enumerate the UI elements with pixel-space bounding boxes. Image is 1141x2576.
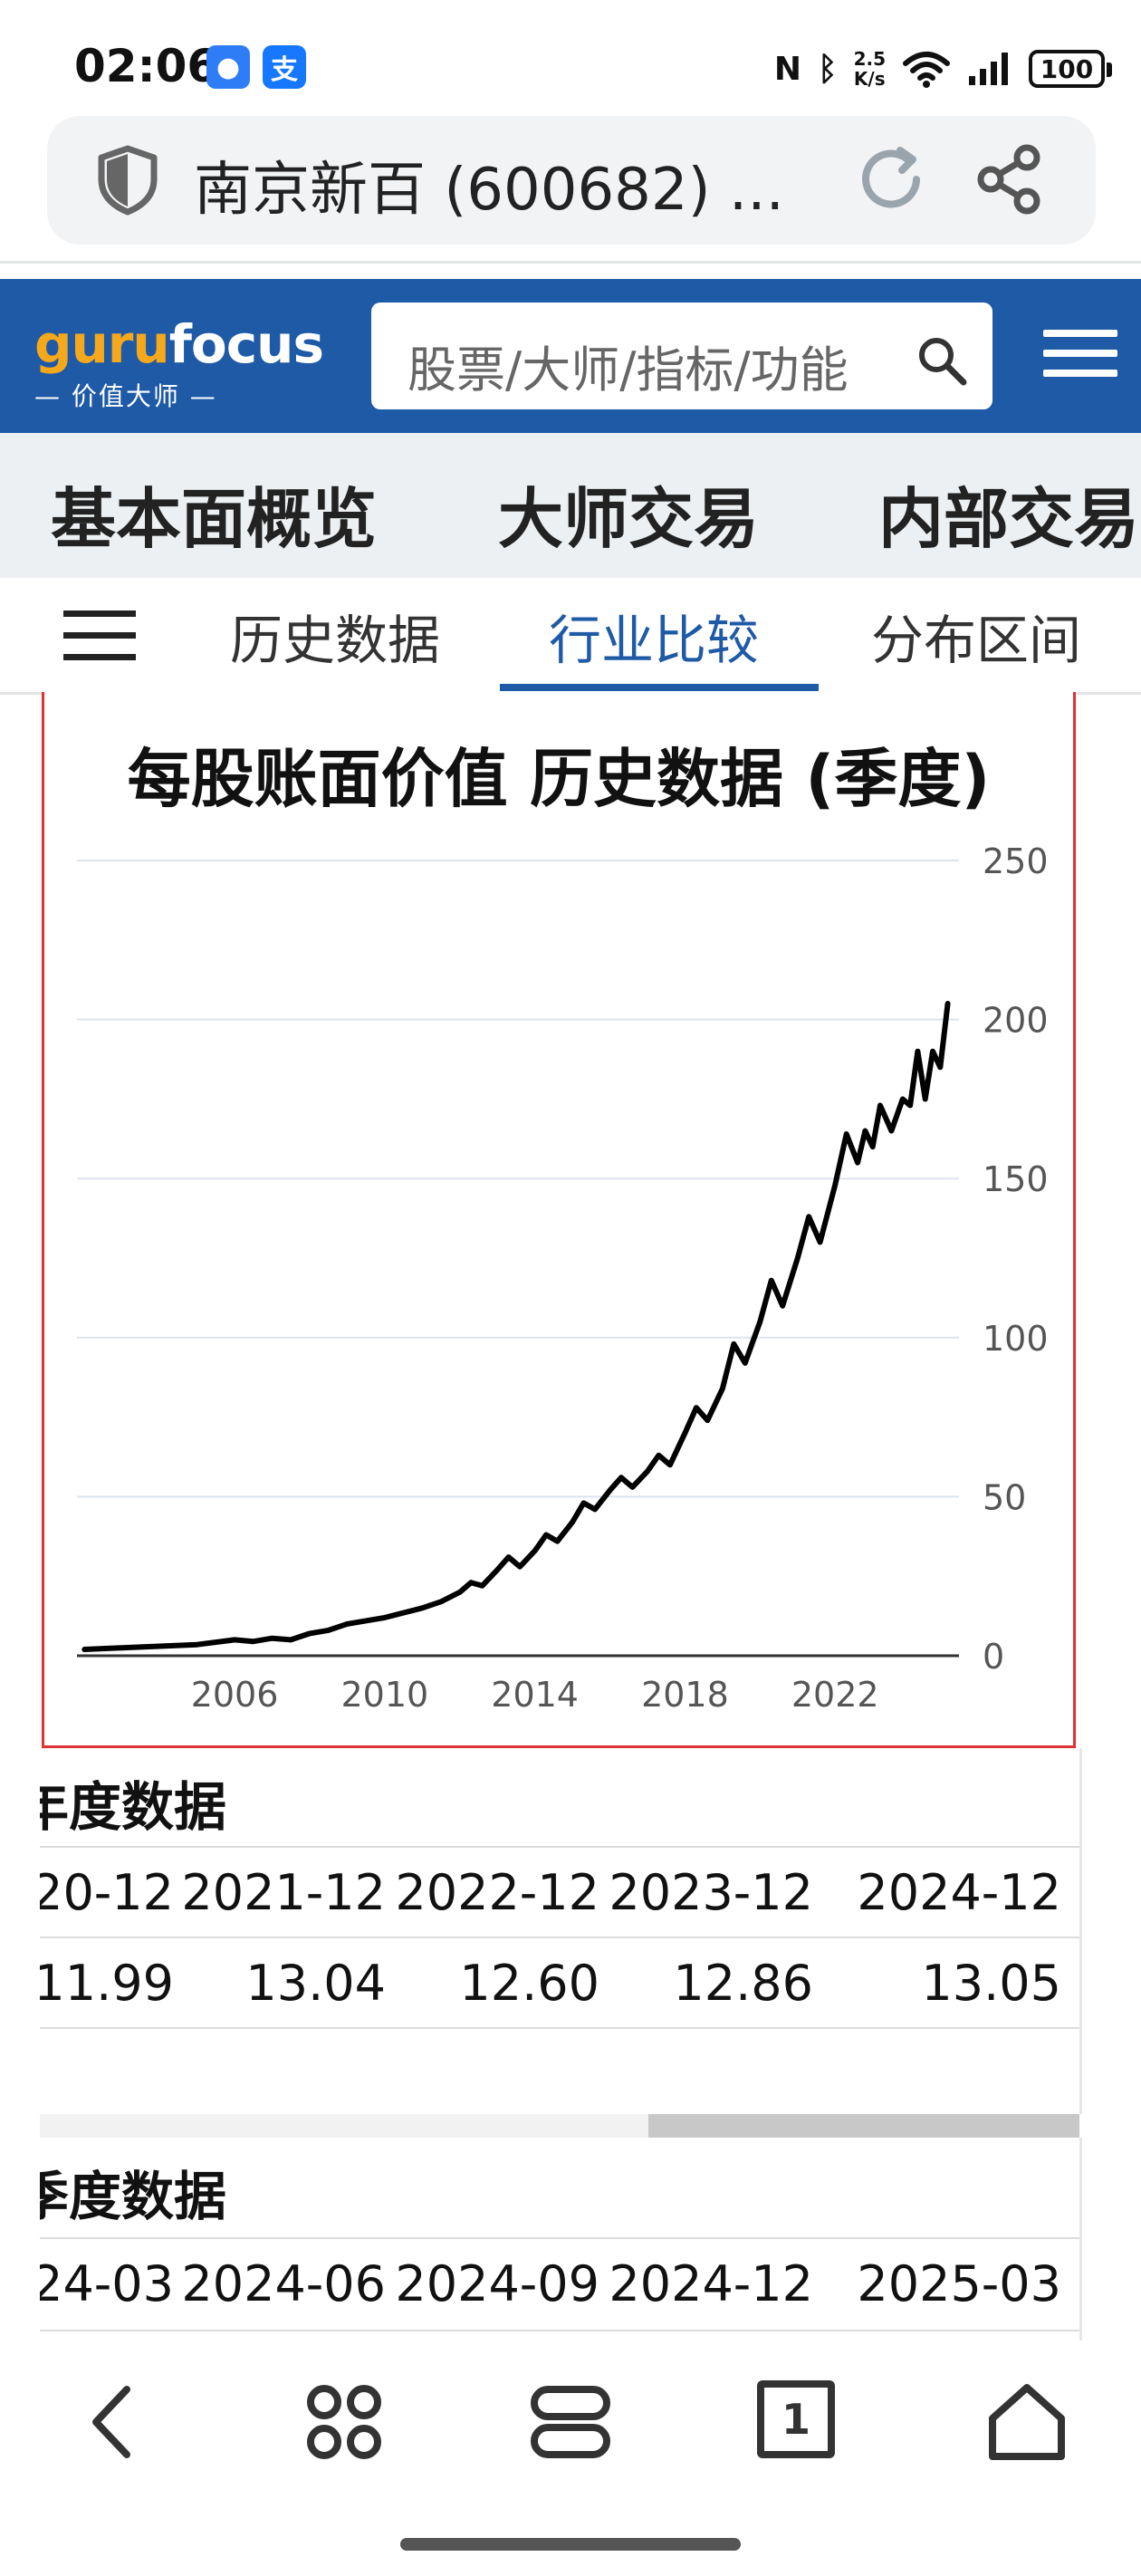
table-header-cell: 2024-12 bbox=[857, 1864, 1061, 1921]
home-indicator bbox=[400, 2538, 741, 2551]
table-header-cell: 2024-12 bbox=[609, 2255, 813, 2312]
address-bar[interactable]: 南京新百 (600682) ... bbox=[47, 116, 1096, 245]
table-header-cell: 2023-12 bbox=[609, 1864, 813, 1921]
tab-count-button[interactable]: 1 bbox=[757, 2380, 835, 2458]
site-header: gurufocus — 价值大师 — 股票/大师/指标/功能 bbox=[0, 279, 1141, 433]
gurufocus-logo[interactable]: gurufocus — 价值大师 — bbox=[34, 313, 324, 411]
status-icons: N ᛒ 2.5 K/s 100 bbox=[773, 42, 1112, 96]
nav-item-overview[interactable]: 基本面概览 bbox=[51, 481, 378, 557]
main-nav: 基本面概览 大师交易 内部交易 bbox=[0, 433, 1141, 578]
status-bar: 02:06 ● 支 N ᛒ 2.5 K/s 100 bbox=[0, 0, 1141, 109]
table-cell: 12.86 bbox=[673, 1955, 813, 2012]
nav-item-insider-trades[interactable]: 内部交易 bbox=[878, 481, 1140, 557]
table-cell: 13.05 bbox=[921, 1955, 1061, 2012]
annual-value-row: 11.99 13.04 12.60 12.86 13.05 bbox=[40, 1937, 1079, 2029]
tab-industry-compare[interactable]: 行业比较 bbox=[549, 610, 760, 671]
hamburger-menu-icon[interactable] bbox=[1043, 330, 1117, 389]
bluetooth-icon: ᛒ bbox=[817, 50, 838, 88]
annual-data-section: 年度数据 2020-12 2021-12 2022-12 2023-12 202… bbox=[40, 1748, 1082, 2114]
table-header-cell: 2021-12 bbox=[181, 1864, 386, 1921]
quarterly-header-row: 2024-03 2024-06 2024-09 2024-12 2025-03 bbox=[40, 2237, 1079, 2330]
message-app-icon: ● bbox=[206, 45, 250, 89]
y-tick-label: 100 bbox=[983, 1319, 1049, 1359]
refresh-icon[interactable] bbox=[853, 141, 929, 217]
back-icon[interactable] bbox=[82, 2377, 145, 2467]
series-line bbox=[82, 1001, 951, 1652]
y-tick-label: 50 bbox=[983, 1477, 1026, 1517]
table-header-cell: 2020-12 bbox=[40, 1864, 174, 1921]
annual-empty-row bbox=[40, 2027, 1079, 2114]
quarterly-next-row bbox=[40, 2330, 1079, 2341]
x-tick-label: 2006 bbox=[191, 1675, 279, 1715]
table-header-cell: 2024-03 bbox=[40, 2255, 174, 2312]
wifi-icon bbox=[903, 52, 950, 88]
search-placeholder: 股票/大师/指标/功能 bbox=[408, 341, 849, 399]
x-tick-label: 2014 bbox=[491, 1675, 579, 1715]
table-header-cell: 2024-09 bbox=[395, 2255, 599, 2312]
y-tick-label: 0 bbox=[983, 1637, 1004, 1677]
battery-icon: 100 bbox=[1029, 50, 1112, 88]
table-cell: 12.60 bbox=[459, 1955, 599, 2012]
table-header-cell: 2024-06 bbox=[181, 2255, 386, 2312]
search-icon[interactable] bbox=[915, 333, 969, 388]
y-tick-label: 250 bbox=[983, 841, 1049, 881]
search-input[interactable]: 股票/大师/指标/功能 bbox=[371, 303, 992, 409]
apps-icon[interactable] bbox=[299, 2377, 389, 2467]
tab-distribution[interactable]: 分布区间 bbox=[871, 610, 1082, 671]
nfc-icon: N bbox=[773, 50, 801, 88]
scrollbar-thumb[interactable] bbox=[648, 2114, 1079, 2138]
shield-icon[interactable] bbox=[96, 145, 159, 216]
y-tick-label: 200 bbox=[983, 1001, 1049, 1041]
table-header-cell: 2022-12 bbox=[395, 1864, 599, 1921]
chart-plot: 0 50 100 150 200 250 2006 2010 2014 2018 2022 bbox=[77, 841, 1049, 1715]
net-speed: 2.5 K/s bbox=[853, 48, 886, 90]
chart-card: 每股账面价值 历史数据 (季度) 0 50 100 150 200 250 2006 2010… bbox=[42, 692, 1076, 1748]
signal-icon bbox=[969, 53, 1008, 85]
active-tab-indicator bbox=[500, 684, 819, 691]
page-title[interactable]: 南京新百 (600682) ... bbox=[194, 157, 784, 224]
annual-data-title: 年度数据 bbox=[40, 1776, 227, 1838]
tab-history[interactable]: 历史数据 bbox=[230, 610, 441, 671]
tabs-overview-icon[interactable] bbox=[525, 2377, 616, 2467]
divider bbox=[0, 261, 1141, 264]
table-cell: 13.04 bbox=[245, 1955, 386, 2012]
quarterly-data-title: 季度数据 bbox=[40, 2166, 227, 2227]
sub-nav: 历史数据 行业比较 分布区间 bbox=[0, 580, 1141, 695]
sub-menu-icon[interactable] bbox=[63, 610, 136, 676]
quarterly-data-section: 季度数据 2024-03 2024-06 2024-09 2024-12 202… bbox=[40, 2138, 1082, 2341]
y-tick-label: 150 bbox=[983, 1159, 1049, 1199]
table-cell: 11.99 bbox=[40, 1955, 174, 2012]
x-tick-label: 2022 bbox=[791, 1675, 879, 1715]
horizontal-scrollbar[interactable] bbox=[40, 2114, 1079, 2138]
x-tick-label: 2010 bbox=[341, 1675, 429, 1715]
share-icon[interactable] bbox=[973, 141, 1049, 217]
annual-header-row: 2020-12 2021-12 2022-12 2023-12 2024-12 bbox=[40, 1846, 1079, 1938]
nav-item-guru-trades[interactable]: 大师交易 bbox=[498, 481, 760, 557]
home-icon[interactable] bbox=[982, 2377, 1072, 2467]
chart-title: 每股账面价值 历史数据 (季度) bbox=[127, 742, 991, 816]
browser-bottom-bar: 1 bbox=[0, 2341, 1141, 2576]
status-time: 02:06 bbox=[74, 40, 219, 92]
table-header-cell: 2025-03 bbox=[857, 2255, 1061, 2312]
alipay-app-icon: 支 bbox=[263, 45, 306, 89]
x-tick-label: 2018 bbox=[641, 1675, 729, 1715]
